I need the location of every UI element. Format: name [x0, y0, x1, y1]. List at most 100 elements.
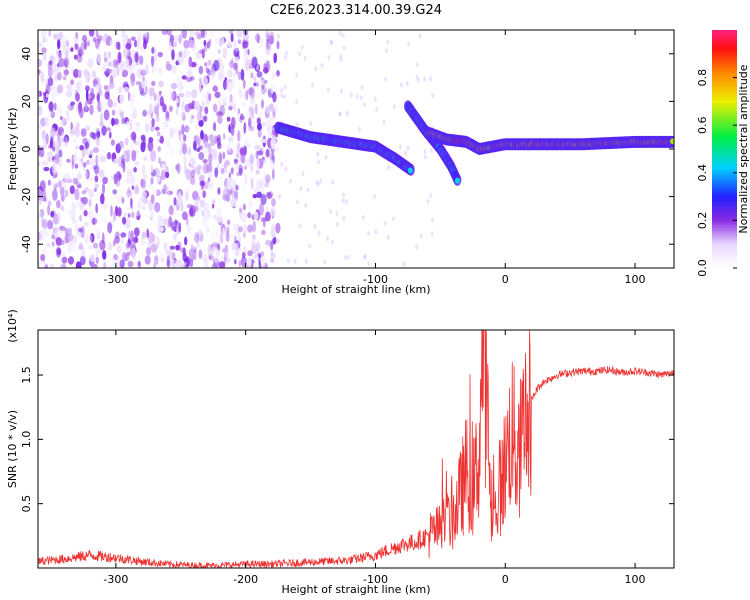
heatmap-noise-blob: [148, 87, 155, 97]
heatmap-noise-blob: [110, 257, 117, 266]
heatmap-noise-blob: [272, 105, 278, 113]
heatmap-noise-blob: [269, 151, 273, 163]
heatmap-noise-blob: [237, 108, 241, 115]
x-tick-label: -200: [233, 573, 258, 586]
heatmap-trace-core: [454, 177, 460, 184]
heatmap-noise-blob: [203, 39, 207, 47]
heatmap-noise-blob: [269, 36, 274, 45]
heatmap-noise-blob: [250, 72, 254, 79]
heatmap-noise-blob: [113, 173, 118, 185]
heatmap-noise-blob: [268, 103, 274, 112]
heatmap-noise-blob: [42, 248, 48, 253]
heatmap-noise-blob: [249, 86, 256, 99]
heatmap-noise-blob: [215, 248, 221, 258]
heatmap-noise-blob: [261, 121, 267, 128]
heatmap-noise-blob: [209, 250, 215, 256]
heatmap-noise-blob: [122, 48, 128, 59]
heatmap-noise-blob: [189, 176, 196, 185]
heatmap-noise-blob: [70, 101, 75, 106]
heatmap-noise-blob: [289, 178, 292, 184]
heatmap-noise-blob: [142, 75, 145, 82]
heatmap-noise-blob: [256, 117, 261, 124]
heatmap-noise-blob: [45, 263, 49, 268]
heatmap-noise-blob: [109, 81, 115, 90]
heatmap-noise-blob: [59, 225, 66, 232]
heatmap-noise-blob: [317, 230, 321, 236]
heatmap-noise-blob: [280, 161, 284, 167]
heatmap-noise-blob: [234, 258, 237, 265]
heatmap-noise-blob: [55, 237, 63, 246]
heatmap-noise-blob: [117, 155, 123, 168]
heatmap-noise-blob: [233, 223, 237, 231]
heatmap-noise-blob: [118, 173, 122, 180]
heatmap-noise-blob: [88, 198, 92, 208]
heatmap-noise-blob: [178, 92, 185, 98]
heatmap-noise-blob: [94, 83, 98, 94]
heatmap-noise-blob: [60, 239, 65, 246]
heatmap-noise-blob: [84, 170, 88, 180]
heatmap-noise-blob: [60, 116, 63, 121]
heatmap-noise-blob: [323, 259, 327, 265]
x-tick-label: -100: [363, 573, 388, 586]
heatmap-noise-blob: [266, 240, 272, 248]
heatmap-noise-blob: [123, 86, 129, 92]
heatmap-noise-blob: [47, 113, 51, 123]
heatmap-noise-blob: [66, 158, 71, 163]
heatmap-noise-blob: [418, 33, 422, 39]
heatmap-noise-blob: [261, 159, 268, 164]
heatmap-noise-blob: [188, 156, 193, 165]
heatmap-noise-blob: [382, 119, 386, 125]
heatmap-noise-blob: [80, 158, 84, 164]
heatmap-noise-blob: [207, 59, 212, 66]
heatmap-noise-blob: [77, 69, 82, 79]
heatmap-noise-blob: [162, 103, 167, 113]
spectrogram-y-axis-title: Frequency (Hz): [6, 108, 19, 191]
heatmap-noise-blob: [146, 246, 151, 256]
heatmap-noise-blob: [131, 211, 135, 219]
heatmap-noise-blob: [211, 148, 218, 161]
heatmap-noise-blob: [95, 138, 101, 147]
heatmap-noise-blob: [346, 254, 350, 260]
heatmap-noise-blob: [79, 79, 84, 85]
heatmap-noise-blob: [183, 97, 188, 106]
heatmap-noise-blob: [111, 67, 118, 79]
heatmap-noise-blob: [263, 171, 267, 179]
heatmap-noise-blob: [162, 183, 168, 195]
heatmap-noise-blob: [218, 49, 221, 54]
heatmap-noise-blob: [329, 39, 333, 45]
heatmap-noise-blob: [83, 39, 87, 51]
heatmap-noise-blob: [300, 44, 304, 50]
heatmap-noise-blob: [107, 242, 113, 251]
heatmap-noise-blob: [234, 243, 239, 251]
heatmap-noise-blob: [248, 117, 252, 128]
heatmap-noise-blob: [150, 194, 155, 204]
heatmap-noise-blob: [162, 115, 167, 127]
heatmap-noise-blob: [218, 152, 223, 165]
heatmap-noise-blob: [383, 220, 387, 226]
heatmap-noise-blob: [88, 177, 93, 182]
heatmap-noise-blob: [128, 91, 131, 102]
heatmap-noise-blob: [135, 261, 138, 266]
spectrogram-x-ticks: -300 -200 -100 0 100: [103, 30, 646, 286]
figure-title: C2E6.2023.314.00.39.G24: [270, 3, 442, 18]
heatmap-noise-blob: [423, 149, 427, 155]
heatmap-noise-blob: [98, 83, 102, 93]
heatmap-noise-blob: [212, 246, 218, 252]
heatmap-noise-blob: [58, 219, 62, 231]
heatmap-noise-blob: [227, 69, 233, 78]
heatmap-noise-blob: [235, 69, 239, 75]
heatmap-noise-blob: [304, 258, 308, 264]
heatmap-noise-blob: [143, 156, 148, 161]
heatmap-noise-blob: [131, 185, 135, 190]
heatmap-noise-blob: [67, 256, 75, 265]
heatmap-noise-blob: [78, 183, 83, 189]
heatmap-noise-blob: [359, 95, 363, 101]
heatmap-noise-blob: [183, 257, 189, 263]
heatmap-noise-blob: [171, 91, 177, 101]
y-tick-label: 0.5: [20, 495, 33, 512]
heatmap-noise-blob: [147, 123, 153, 132]
heatmap-noise-blob: [196, 209, 202, 217]
heatmap-noise-blob: [266, 192, 273, 200]
heatmap-noise-blob: [154, 255, 159, 266]
heatmap-noise-blob: [205, 67, 210, 74]
